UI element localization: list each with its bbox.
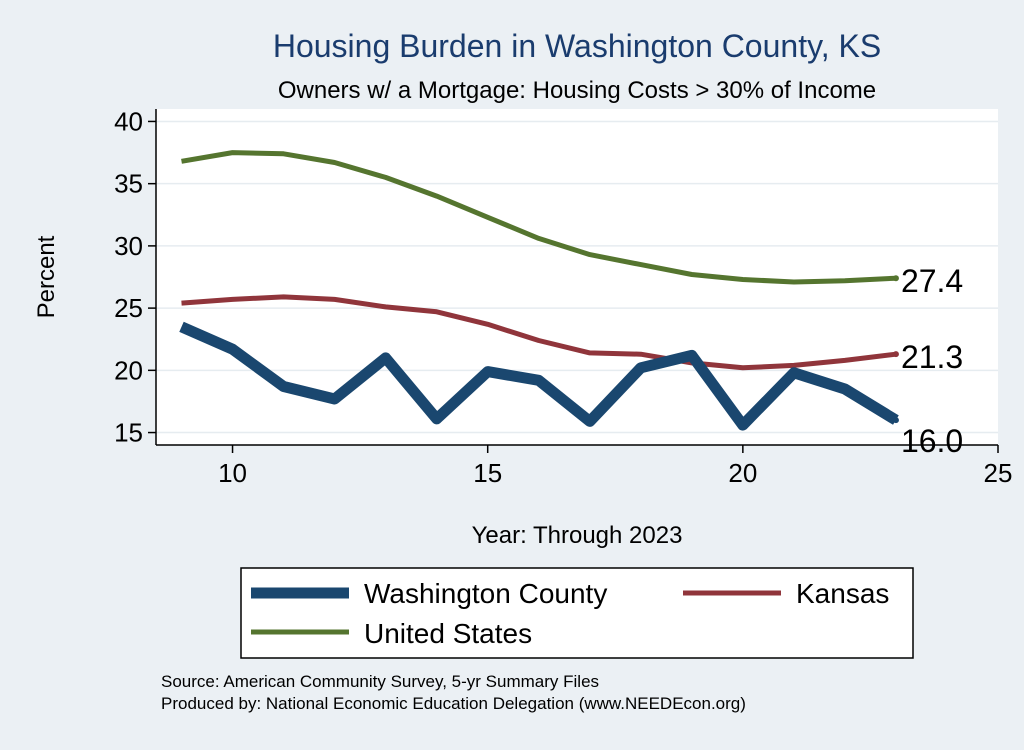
- produced-by-note: Produced by: National Economic Education…: [161, 694, 746, 713]
- grid-layer: [156, 120, 998, 434]
- y-tick-label: 35: [114, 169, 143, 199]
- legend-label-kansas: Kansas: [796, 578, 889, 609]
- series-line-washington-county: [179, 321, 899, 431]
- series-line-kansas: [181, 294, 897, 371]
- x-axis-label: Year: Through 2023: [472, 522, 683, 549]
- x-tick-label: 25: [984, 458, 1013, 488]
- y-tick-label: 40: [114, 106, 143, 136]
- y-tick-label: 15: [114, 418, 143, 448]
- chart-title: Housing Burden in Washington County, KS: [273, 28, 881, 64]
- legend-label-united-states: United States: [364, 618, 532, 649]
- labels-layer: 16.0 21.3 27.4: [901, 263, 963, 459]
- end-label-united-states: 27.4: [901, 263, 963, 299]
- y-tick-label: 20: [114, 355, 143, 385]
- x-tick-label: 10: [218, 458, 247, 488]
- series-layer: [179, 150, 899, 431]
- x-tick-label: 15: [473, 458, 502, 488]
- end-marker-united-states: [892, 275, 899, 282]
- legend-box: [240, 567, 914, 659]
- end-label-kansas: 21.3: [901, 339, 963, 375]
- chart-subtitle: Owners w/ a Mortgage: Housing Costs > 30…: [278, 77, 876, 104]
- source-note: Source: American Community Survey, 5-yr …: [161, 672, 599, 691]
- axes-layer: 15 20 25 30 35 40 10 15 20 25: [114, 106, 1012, 488]
- legend-label-washington-county: Washington County: [364, 578, 607, 609]
- y-tick-label: 25: [114, 293, 143, 323]
- series-line-united-states: [181, 150, 897, 285]
- end-marker-washington-county: [892, 417, 899, 424]
- end-marker-kansas: [892, 351, 899, 358]
- y-axis-label: Percent: [33, 235, 60, 318]
- y-tick-label: 30: [114, 231, 143, 261]
- legend: Washington County Kansas United States: [240, 567, 914, 659]
- x-tick-label: 20: [728, 458, 757, 488]
- end-label-washington-county: 16.0: [901, 423, 963, 459]
